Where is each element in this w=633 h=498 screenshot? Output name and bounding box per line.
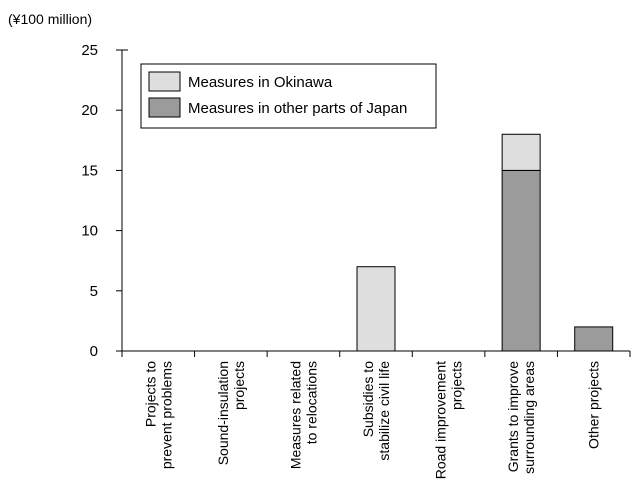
x-category-label-5: Grants to improve surrounding areas: [505, 361, 537, 474]
legend-label-1: Measures in Okinawa: [188, 74, 333, 91]
legend-label-0: Measures in other parts of Japan: [188, 100, 407, 117]
x-category-label-1-line-1: projects: [231, 361, 247, 410]
x-category-label-4: Road improvement projects: [433, 361, 465, 479]
x-category-label-2-line-1: to relocations: [303, 361, 319, 444]
x-category-label-3-line-0: Subsidies to: [360, 361, 376, 437]
x-category-label-2-line-0: Measures related: [287, 361, 303, 469]
x-category-label-3-line-1: stabilize civil life: [376, 361, 392, 461]
legend-box: [140, 63, 437, 129]
bars-group: [356, 133, 614, 352]
x-category-label-0-line-0: Projects to: [142, 361, 158, 427]
bar-segment-cat6-series0: [574, 326, 614, 352]
x-category-label-0-line-1: prevent problems: [158, 361, 174, 469]
x-category-label-5-line-1: surrounding areas: [521, 361, 537, 474]
y-tick-label-0: 0: [90, 343, 98, 360]
x-category-labels: Projects to prevent problems Sound-insulat…: [142, 361, 601, 479]
x-category-label-4-line-0: Road improvement: [433, 361, 449, 479]
bar-segment-cat5-series1: [501, 133, 541, 171]
x-category-label-1-line-0: Sound-insulation: [215, 361, 231, 465]
x-category-label-0: Projects to prevent problems: [142, 361, 174, 469]
y-tick-label-10: 10: [81, 223, 98, 240]
y-ticks-group: 0 5 10 15 20 25: [81, 42, 122, 360]
y-tick-label-15: 15: [81, 162, 98, 179]
bar-segment-cat5-series0: [501, 169, 541, 352]
x-category-label-1: Sound-insulation projects: [215, 361, 247, 465]
legend: Measures in Okinawa Measures in other par…: [140, 63, 437, 129]
y-axis-unit-label: (¥100 million): [8, 11, 92, 27]
x-category-label-4-line-1: projects: [449, 361, 465, 410]
x-category-label-5-line-0: Grants to improve: [505, 361, 521, 472]
y-tick-label-20: 20: [81, 102, 98, 119]
legend-swatch-0: [148, 97, 181, 118]
axes-group: [121, 49, 631, 357]
x-category-label-3: Subsidies to stabilize civil life: [360, 361, 392, 461]
y-tick-label-5: 5: [90, 283, 98, 300]
x-category-label-6: Other projects: [586, 361, 602, 449]
bar-segment-cat3-series1: [356, 266, 396, 352]
x-category-label-2: Measures related to relocations: [287, 361, 319, 469]
y-tick-label-25: 25: [81, 42, 98, 59]
legend-swatch-1: [148, 71, 181, 92]
x-category-label-6-line-0: Other projects: [586, 361, 602, 449]
